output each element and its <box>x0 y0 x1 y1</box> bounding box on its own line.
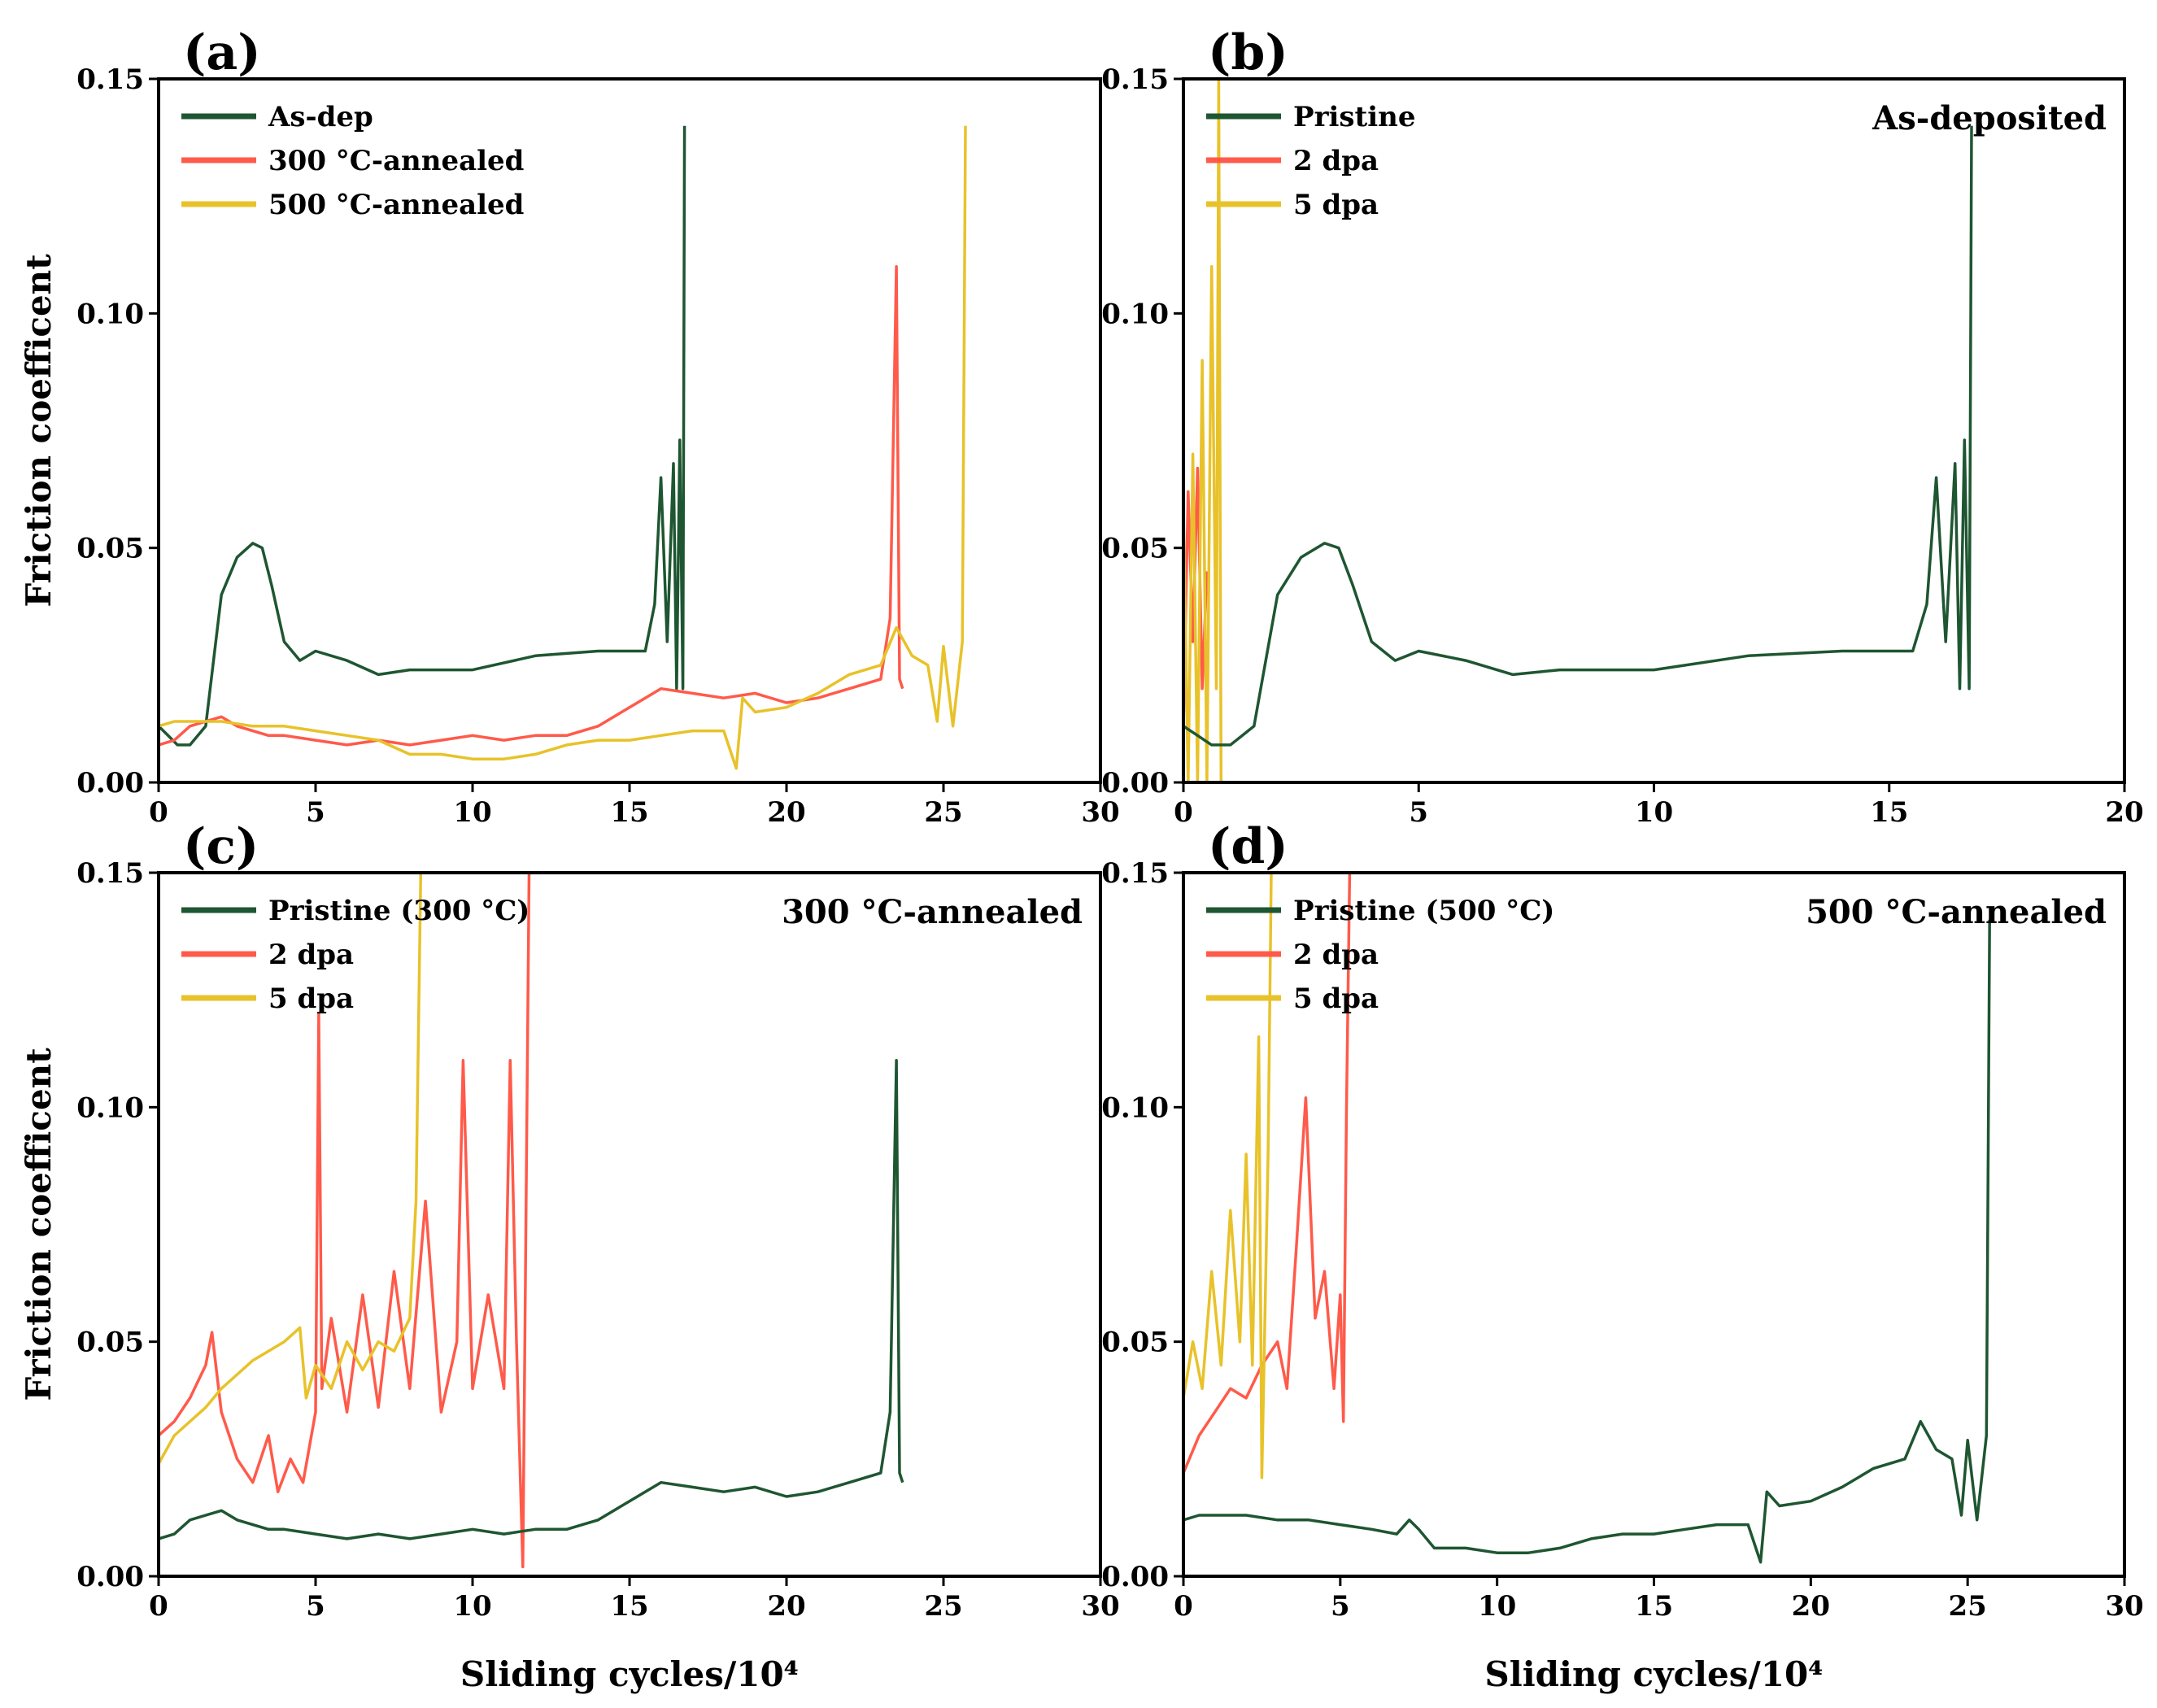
x-tick-label: 10 <box>1635 796 1673 829</box>
x-tick-label: 25 <box>924 796 962 829</box>
legend-label: Pristine (300 °C) <box>268 895 529 927</box>
y-tick-label: 0.00 <box>1101 767 1169 800</box>
y-tick-label: 0.00 <box>76 767 144 800</box>
y-tick-label: 0.05 <box>76 533 144 565</box>
x-tick-label: 15 <box>610 1590 648 1623</box>
legend-label: 2 dpa <box>1293 939 1379 971</box>
legend-label: Pristine <box>1293 101 1416 133</box>
x-tick-label: 5 <box>306 1590 325 1623</box>
x-tick-label: 20 <box>1792 1590 1830 1623</box>
legend: Pristine (300 °C) 2 dpa 5 dpa <box>181 895 529 1015</box>
series-line-d-5-dpa <box>1183 873 1273 1479</box>
x-tick-label: 0 <box>149 796 168 829</box>
plot-frame-b <box>1182 77 2126 784</box>
panel-annotation: 300 °C-annealed <box>782 893 1083 931</box>
y-tick-label: 0.15 <box>1101 857 1169 890</box>
x-tick-label: 0 <box>1174 796 1193 829</box>
legend-label: 300 °C-annealed <box>268 145 524 177</box>
series-line-a-300-c-annealed <box>159 264 904 747</box>
y-tick-label: 0.05 <box>1101 533 1169 565</box>
x-tick-label: 25 <box>1949 1590 1987 1623</box>
x-tick-label: 10 <box>1478 1590 1516 1623</box>
legend-label: 5 dpa <box>1293 189 1379 221</box>
panel-a: 0 5 10 15 20 25 30 0.00 0.05 0.10 0.15 (a) Friction … <box>19 24 1120 829</box>
legend: Pristine (500 °C) 2 dpa 5 dpa <box>1206 895 1554 1015</box>
legend: Pristine 2 dpa 5 dpa <box>1206 101 1416 221</box>
x-tick-label: 5 <box>1409 796 1428 829</box>
y-tick-label: 0.05 <box>76 1327 144 1359</box>
x-tick-label: 0 <box>1174 1590 1193 1623</box>
x-tick-label: 5 <box>306 796 325 829</box>
legend-label: 5 dpa <box>268 983 354 1015</box>
y-tick-label: 0.15 <box>76 63 144 96</box>
series-line-d-pristine-500-c <box>1183 919 1991 1564</box>
legend: As-dep 300 °C-annealed 500 °C-annealed <box>181 101 524 221</box>
y-tick-label: 0.15 <box>1101 63 1169 96</box>
y-tick-label: 0.00 <box>76 1561 144 1593</box>
panel-label-a: (a) <box>183 24 261 81</box>
y-tick-label: 0.00 <box>1101 1561 1169 1593</box>
panel-annotation: 500 °C-annealed <box>1806 893 2107 931</box>
panel-label-b: (b) <box>1208 24 1288 81</box>
x-tick-label: 30 <box>1081 1590 1119 1623</box>
series-line-b-5-dpa <box>1183 79 1223 782</box>
y-tick-label: 0.10 <box>1101 1091 1169 1124</box>
y-tick-label: 0.15 <box>76 857 144 890</box>
panel-d: 0 5 10 15 20 25 30 0.00 0.05 0.10 0.15 (d) Sliding c… <box>1101 818 2143 1694</box>
y-tick-label: 0.05 <box>1101 1327 1169 1359</box>
y-tick-label: 0.10 <box>1101 298 1169 330</box>
panel-label-d: (d) <box>1208 818 1288 875</box>
x-tick-label: 30 <box>1081 796 1119 829</box>
y-tick-label: 0.10 <box>76 298 144 330</box>
x-tick-label: 25 <box>924 1590 962 1623</box>
legend-label: Pristine (500 °C) <box>1293 895 1554 927</box>
y-axis-title: Friction coefficent <box>19 254 59 608</box>
series-group-c <box>159 873 904 1569</box>
x-tick-label: 15 <box>610 796 648 829</box>
panel-annotation: As-deposited <box>1872 99 2107 137</box>
series-line-d-2-dpa <box>1183 873 1352 1474</box>
series-line-c-5-dpa <box>159 873 423 1465</box>
x-tick-label: 30 <box>2105 1590 2143 1623</box>
x-tick-label: 0 <box>149 1590 168 1623</box>
y-tick-label: 0.10 <box>76 1091 144 1124</box>
series-line-c-2-dpa <box>159 873 533 1569</box>
x-tick-label: 15 <box>1870 796 1908 829</box>
x-tick-label: 20 <box>767 796 805 829</box>
panel-b: 0 5 10 15 20 0.00 0.05 0.10 0.15 (b) As-deposited P… <box>1101 24 2143 829</box>
legend-label: 2 dpa <box>268 939 354 971</box>
series-group-a <box>159 125 967 770</box>
x-tick-label: 20 <box>2105 796 2143 829</box>
series-group-d <box>1183 873 1991 1564</box>
x-tick-label: 15 <box>1635 1590 1673 1623</box>
x-tick-label: 10 <box>453 796 491 829</box>
series-line-c-pristine-300-c <box>159 1058 904 1540</box>
legend-label: 2 dpa <box>1293 145 1379 177</box>
x-axis-title: Sliding cycles/10⁴ <box>1484 1654 1823 1694</box>
x-tick-label: 20 <box>767 1590 805 1623</box>
series-line-b-pristine <box>1183 125 1973 747</box>
panel-label-c: (c) <box>183 818 259 875</box>
panel-c: 0 5 10 15 20 25 30 0.00 0.05 0.10 0.15 (c) Friction … <box>19 818 1120 1694</box>
y-axis-title: Friction coefficent <box>19 1048 59 1401</box>
legend-label: 500 °C-annealed <box>268 189 524 221</box>
legend-label: 5 dpa <box>1293 983 1379 1015</box>
series-group-b <box>1183 79 1973 782</box>
x-tick-label: 10 <box>453 1590 491 1623</box>
plot-frame-c <box>157 871 1102 1578</box>
series-line-a-as-dep <box>159 125 686 747</box>
x-tick-label: 5 <box>1331 1590 1350 1623</box>
legend-label: As-dep <box>268 101 373 133</box>
series-line-a-500-c-annealed <box>159 125 967 770</box>
x-axis-title: Sliding cycles/10⁴ <box>460 1654 799 1694</box>
